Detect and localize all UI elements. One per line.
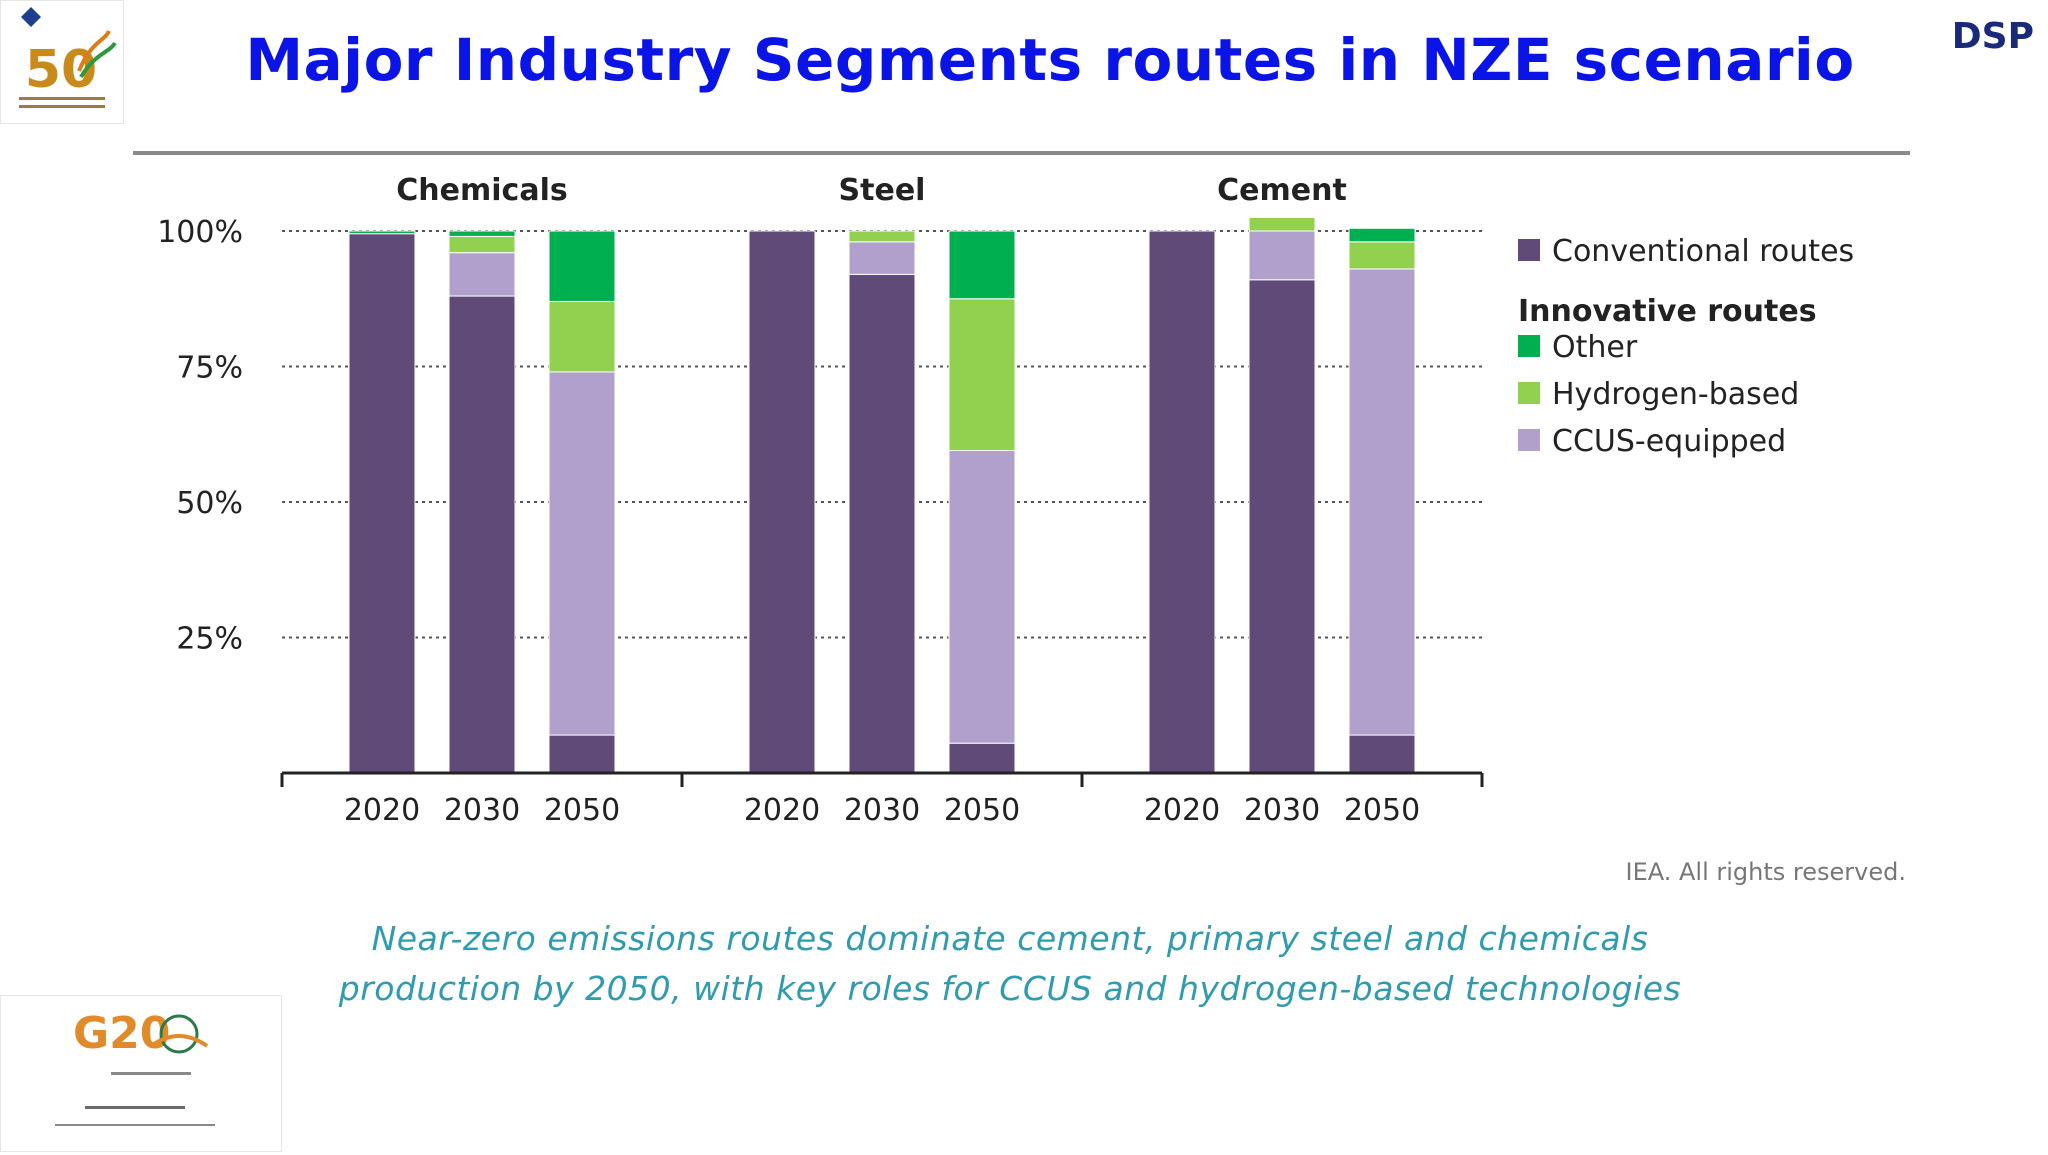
bar-segment (948, 298, 1016, 452)
legend-swatch (1518, 239, 1540, 261)
bar-segment (1348, 734, 1416, 774)
bar-segment (1348, 268, 1416, 736)
x-tick-label: 2020 (344, 793, 420, 828)
bar-segment (1348, 241, 1416, 270)
logo-line (19, 97, 105, 100)
sail-50-logo-icon: 50 (19, 7, 117, 108)
bar-segment (548, 230, 616, 302)
legend-label: Hydrogen-based (1552, 377, 1799, 412)
y-tick-label: 100% (157, 215, 243, 250)
g20-logo-text: G20 (73, 1008, 170, 1059)
logo-swoosh-2 (79, 41, 117, 79)
x-tick-label: 2050 (944, 793, 1020, 828)
bar-segment (848, 241, 916, 275)
chart-labels: 25% 50% 75% 100% Chemicals 2020 2030 2050 Steel 2… (157, 173, 1420, 828)
g20-line-3 (55, 1124, 215, 1126)
y-tick-label: 25% (176, 622, 243, 657)
x-tick-label: 2030 (444, 793, 520, 828)
x-tick-label: 2020 (1144, 793, 1220, 828)
legend-swatch (1518, 429, 1540, 451)
bar-segment (448, 235, 516, 254)
bar-segment (448, 230, 516, 237)
x-tick-label: 2050 (1344, 793, 1420, 828)
group-title: Cement (1217, 173, 1347, 208)
x-tick-label: 2030 (844, 793, 920, 828)
bar-segment (948, 450, 1016, 744)
caption-line-2: production by 2050, with key roles for C… (338, 969, 1682, 1008)
legend-label: CCUS-equipped (1552, 424, 1786, 459)
bar-segment (948, 230, 1016, 300)
bar-segment (448, 295, 516, 774)
corner-label: DSP (1951, 16, 2034, 57)
bar-segment (1248, 216, 1316, 232)
bar-segment (1348, 227, 1416, 243)
x-tick-label: 2050 (544, 793, 620, 828)
chart-bars (348, 216, 1416, 774)
legend-heading: Innovative routes (1518, 294, 1817, 329)
x-tick-label: 2030 (1244, 793, 1320, 828)
bar-segment (1248, 230, 1316, 281)
bar-segment (848, 273, 916, 774)
legend-swatch (1518, 382, 1540, 404)
bar-segment (848, 230, 916, 243)
bar-segment (548, 300, 616, 373)
bar-segment (348, 230, 416, 235)
x-tick-label: 2020 (744, 793, 820, 828)
source-note: IEA. All rights reserved. (1626, 858, 1906, 886)
slide-caption: Near-zero emissions routes dominate ceme… (230, 914, 1790, 1014)
bar-segment (948, 742, 1016, 774)
g20-logo: G20 (0, 995, 282, 1152)
logo-line-2 (19, 105, 105, 108)
bar-segment (1148, 230, 1216, 774)
sail-50-logo: 50 (0, 0, 124, 124)
chart-axes (280, 771, 1484, 787)
g20-line-2 (85, 1106, 185, 1109)
group-title: Steel (839, 173, 926, 208)
slide-title: Major Industry Segments routes in NZE sc… (245, 26, 1855, 94)
g20-globe (159, 1014, 199, 1054)
bar-segment (548, 371, 616, 736)
y-tick-label: 50% (176, 486, 243, 521)
bar-segment (448, 252, 516, 297)
g20-line (111, 1072, 191, 1075)
legend-swatch (1518, 335, 1540, 357)
logo-swoosh (77, 30, 111, 72)
caption-line-1: Near-zero emissions routes dominate ceme… (371, 919, 1649, 958)
legend-label: Other (1552, 330, 1638, 365)
bar-segment (548, 734, 616, 774)
bar-segment (1248, 279, 1316, 774)
title-divider (133, 151, 1910, 155)
g20-lotus (149, 1034, 209, 1048)
bar-segment (748, 230, 816, 774)
chart-legend: Conventional routes Innovative routesOthe… (1518, 234, 1854, 459)
y-tick-label: 75% (176, 351, 243, 386)
bar-segment (348, 233, 416, 774)
logo-diamond (21, 7, 41, 27)
g20-logo-icon: G20 (55, 1008, 215, 1126)
legend-label: Conventional routes (1552, 234, 1854, 269)
group-title: Chemicals (396, 173, 567, 208)
